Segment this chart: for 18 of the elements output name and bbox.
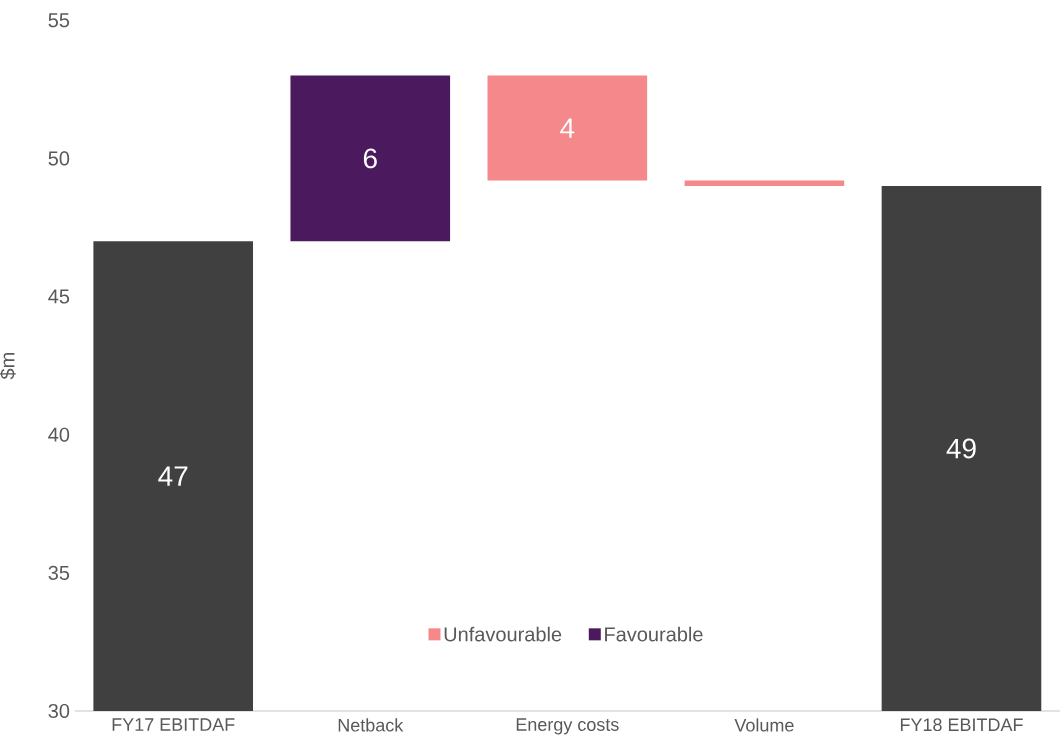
y-tick-label: 45 xyxy=(48,289,70,304)
data-label: 4 xyxy=(560,118,575,138)
y-tick-label: 55 xyxy=(48,13,70,28)
x-tick-label: Volume xyxy=(734,718,794,732)
x-tick-label: FY17 EBITDAF xyxy=(112,718,235,731)
x-tick-label: Netback xyxy=(338,718,404,732)
y-tick-label: 50 xyxy=(48,151,70,166)
y-axis-title: $m xyxy=(0,353,16,380)
legend-label: Unfavourable xyxy=(444,626,562,642)
y-tick-label: 30 xyxy=(48,703,70,719)
y-tick-label: 35 xyxy=(48,565,70,580)
y-tick-label: 40 xyxy=(48,427,70,442)
data-label: 6 xyxy=(363,148,377,169)
x-tick-label: Energy costs xyxy=(516,718,619,735)
data-label: 49 xyxy=(946,438,976,459)
data-label: 47 xyxy=(158,466,188,486)
x-tick-label: FY18 EBITDAF xyxy=(900,718,1023,732)
legend-label: Favourable xyxy=(605,626,703,642)
